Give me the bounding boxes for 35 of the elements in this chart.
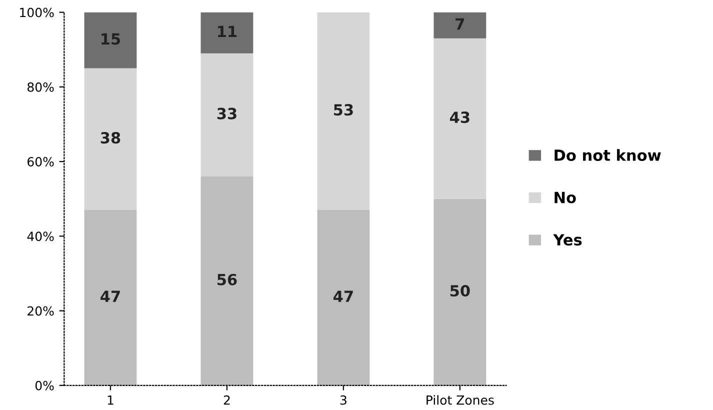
- y-tick-label: 80%: [28, 82, 54, 92]
- y-tick-label: 0%: [35, 380, 54, 390]
- y-tick-label: 60%: [28, 157, 54, 166]
- x-tick-label: Pilot Zones: [426, 395, 494, 405]
- bar: [84, 12, 137, 68]
- data-label: 15: [102, 33, 120, 45]
- bar: [200, 12, 254, 54]
- legend-label: No: [554, 192, 576, 204]
- bar: [200, 53, 254, 176]
- data-label: 38: [100, 132, 120, 144]
- legend-label: Do not know: [554, 149, 661, 161]
- bar: [434, 38, 486, 199]
- bar: [317, 12, 370, 210]
- x-tick-label: 1: [108, 396, 114, 405]
- x-tick-label: 3: [340, 395, 346, 405]
- data-label: 7: [456, 18, 464, 30]
- y-tick-label: 20%: [28, 306, 54, 316]
- bar: [84, 68, 137, 210]
- data-label: 47: [334, 290, 353, 302]
- bar: [84, 210, 137, 386]
- bar: [434, 198, 486, 386]
- y-tick-label: 40%: [27, 232, 54, 242]
- y-tick-label: 100%: [20, 8, 54, 18]
- bar: [317, 210, 370, 386]
- data-label: 50: [450, 285, 470, 297]
- x-tick-label: 2: [224, 395, 230, 405]
- bar: [434, 12, 486, 38]
- data-label: 11: [218, 26, 237, 38]
- bar: [200, 176, 254, 386]
- data-label: 53: [334, 104, 353, 116]
- data-label: 33: [217, 108, 236, 120]
- data-label: 43: [450, 112, 470, 124]
- legend-label: Yes: [553, 234, 582, 246]
- data-label: 56: [218, 274, 237, 286]
- data-label: 47: [100, 290, 120, 302]
